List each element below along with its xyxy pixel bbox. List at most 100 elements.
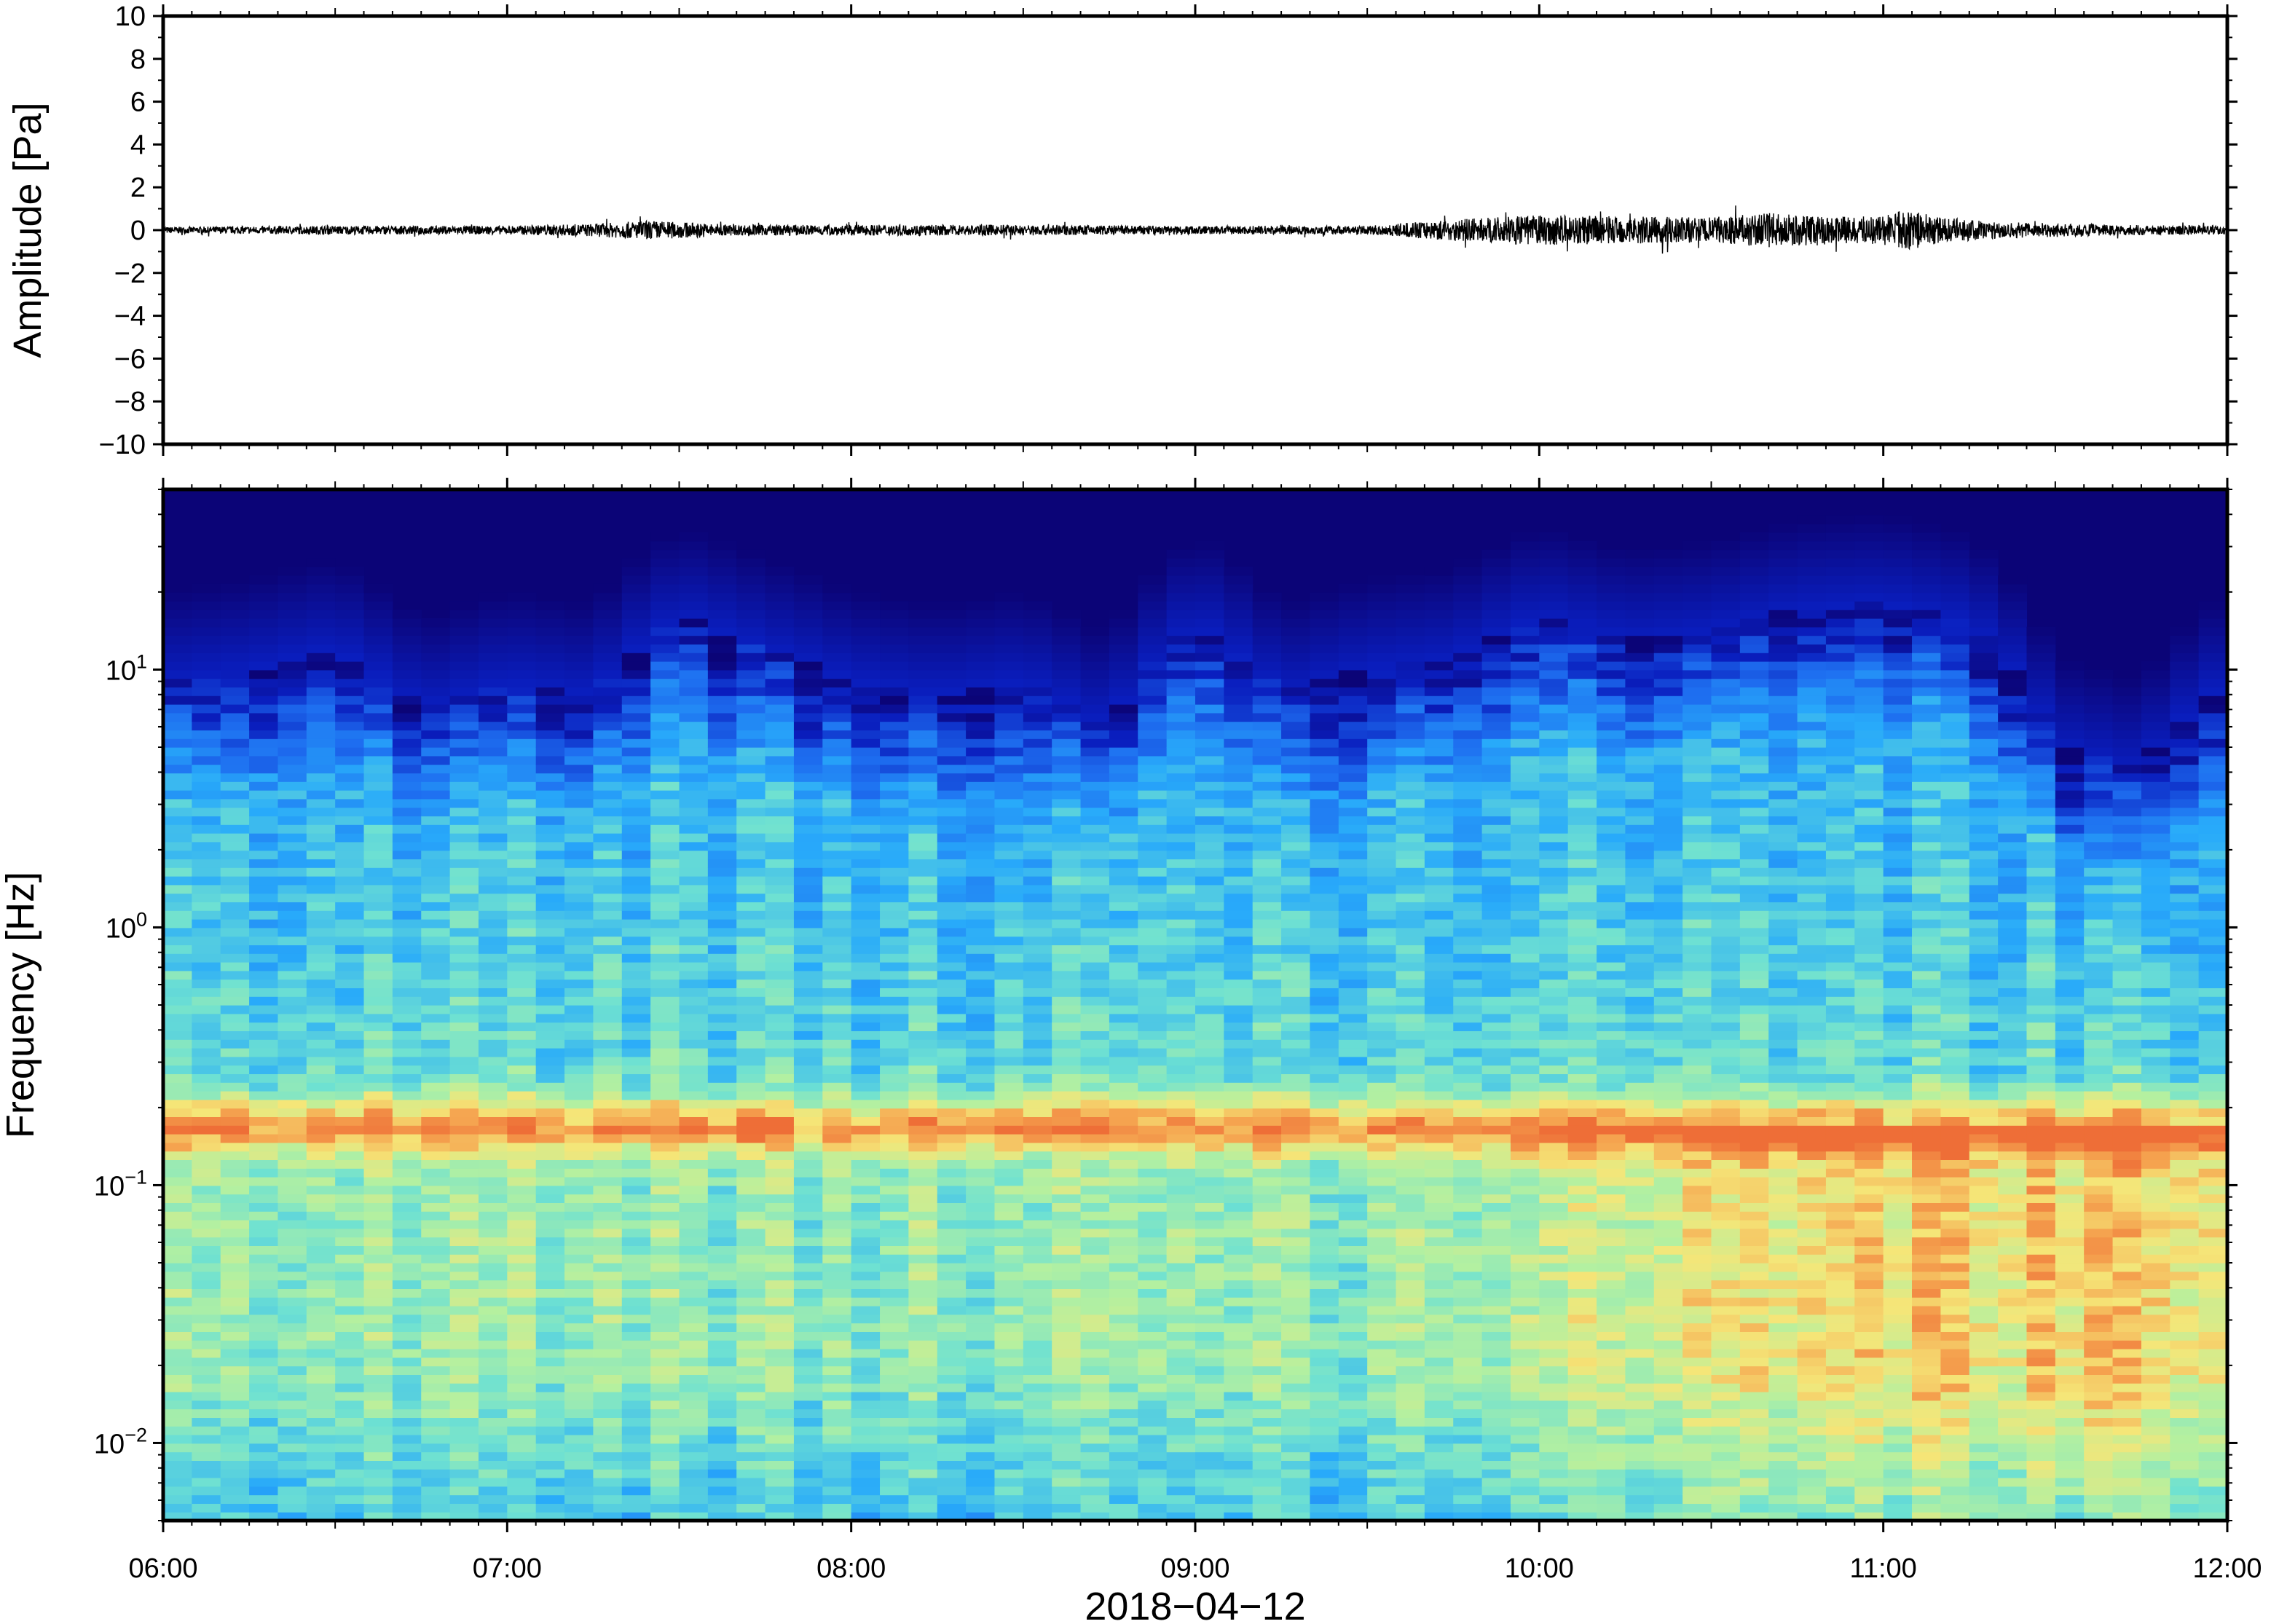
spectrogram-cell <box>1224 953 1253 963</box>
spectrogram-cell <box>880 859 909 868</box>
spectrogram-cell <box>593 1013 623 1023</box>
spectrogram-cell <box>736 764 766 773</box>
spectrogram-cell <box>1281 1280 1311 1289</box>
spectrogram-cell <box>220 1323 250 1332</box>
spectrogram-cell <box>736 1314 766 1324</box>
spectrogram-cell <box>650 1065 680 1074</box>
spectrogram-cell <box>1252 1417 1282 1427</box>
spectrogram-cell <box>1166 755 1196 765</box>
spectrogram-cell <box>1052 988 1082 997</box>
spectrogram-cell <box>363 1306 393 1315</box>
spectrogram-cell <box>621 1082 651 1092</box>
spectrogram-cell <box>593 1263 623 1272</box>
spectrogram-cell <box>1396 704 1425 714</box>
spectrogram-cell <box>192 1168 221 1178</box>
spectrogram-cell <box>1195 884 1224 894</box>
spectrogram-cell <box>449 1202 479 1212</box>
spectrogram-cell <box>1052 1159 1082 1169</box>
spectrogram-cell <box>507 979 537 988</box>
spectrogram-cell <box>765 790 795 800</box>
spectrogram-cell <box>937 1125 967 1135</box>
spectrogram-cell <box>1195 601 1224 610</box>
spectrogram-cell <box>1195 1451 1224 1461</box>
spectrogram-cell <box>478 618 508 628</box>
spectrogram-cell <box>1138 1297 1168 1306</box>
spectrogram-cell <box>392 1013 422 1023</box>
spectrogram-cell <box>507 747 537 757</box>
spectrogram-cell <box>994 1469 1024 1478</box>
spectrogram-cell <box>1252 867 1282 877</box>
spectrogram-cell <box>278 1408 307 1418</box>
spectrogram-cell <box>1252 1443 1282 1453</box>
spectrogram-cell <box>1252 1331 1282 1341</box>
spectrogram-cell <box>1166 927 1196 937</box>
spectrogram-cell <box>220 1116 250 1126</box>
spectrogram-cell <box>535 790 565 800</box>
spectrogram-cell <box>621 1503 651 1513</box>
spectrogram-cell <box>1367 764 1397 773</box>
spectrogram-cell <box>249 712 279 722</box>
spectrogram-cell <box>507 816 537 825</box>
spectrogram-cell <box>593 850 623 859</box>
spectrogram-cell <box>1396 738 1425 748</box>
spectrogram-cell <box>1224 1168 1253 1178</box>
spectrogram-cell <box>335 635 365 645</box>
spectrogram-cell <box>966 687 996 696</box>
spectrogram-cell <box>1195 1202 1224 1212</box>
spectrogram-cell <box>650 1177 680 1186</box>
spectrogram-cell <box>1080 755 1110 765</box>
spectrogram-cell <box>650 1073 680 1083</box>
spectrogram-cell <box>306 1478 336 1487</box>
spectrogram-cell <box>1281 738 1311 748</box>
spectrogram-cell <box>908 1194 938 1203</box>
spectrogram-cell <box>449 1005 479 1014</box>
spectrogram-cell <box>822 1177 852 1186</box>
spectrogram-cell <box>621 807 651 816</box>
spectrogram-cell <box>679 1202 709 1212</box>
spectrogram-cell <box>707 1254 737 1264</box>
spectrogram-cell <box>650 1202 680 1212</box>
spectrogram-cell <box>1166 583 1196 594</box>
spectrogram-cell <box>478 1065 508 1074</box>
spectrogram-cell <box>192 1056 221 1066</box>
spectrogram-cell <box>163 884 192 894</box>
spectrogram-cell <box>421 1486 451 1496</box>
spectrogram-cell <box>1252 807 1282 816</box>
spectrogram-cell <box>1224 1349 1253 1358</box>
spectrogram-cell <box>994 653 1024 662</box>
spectrogram-cell <box>478 653 508 662</box>
spectrogram-cell <box>507 1082 537 1092</box>
spectrogram-cell <box>650 661 680 671</box>
spectrogram-cell <box>535 1503 565 1513</box>
spectrogram-cell <box>1252 1228 1282 1238</box>
spectrogram-cell <box>1367 1426 1397 1435</box>
spectrogram-cell <box>564 841 594 851</box>
spectrogram-cell <box>765 781 795 791</box>
spectrogram-cell <box>1252 1503 1282 1513</box>
spectrogram-cell <box>1252 747 1282 757</box>
spectrogram-cell <box>1195 1013 1224 1023</box>
spectrogram-cell <box>736 1005 766 1014</box>
spectrogram-cell <box>1023 1503 1052 1513</box>
spectrogram-cell <box>449 1288 479 1298</box>
spectrogram-cell <box>822 850 852 859</box>
spectrogram-cell <box>249 687 279 696</box>
spectrogram-cell <box>880 1486 909 1496</box>
spectrogram-cell <box>793 1065 823 1074</box>
spectrogram-cell <box>1310 592 1339 602</box>
spectrogram-cell <box>306 867 336 877</box>
spectrogram-cell <box>192 1091 221 1100</box>
spectrogram-cell <box>937 678 967 687</box>
spectrogram-cell <box>994 1288 1024 1298</box>
spectrogram-cell <box>1195 1494 1224 1504</box>
spectrogram-cell <box>1109 1357 1138 1367</box>
spectrogram-cell <box>535 721 565 730</box>
spectrogram-cell <box>822 1073 852 1083</box>
spectrogram-cell <box>363 1331 393 1341</box>
spectrogram-cell <box>478 1306 508 1315</box>
spectrogram-cell <box>1195 850 1224 859</box>
spectrogram-cell <box>1195 790 1224 800</box>
spectrogram-cell <box>822 1280 852 1289</box>
spectrogram-cell <box>449 876 479 886</box>
spectrogram-cell <box>650 1392 680 1401</box>
